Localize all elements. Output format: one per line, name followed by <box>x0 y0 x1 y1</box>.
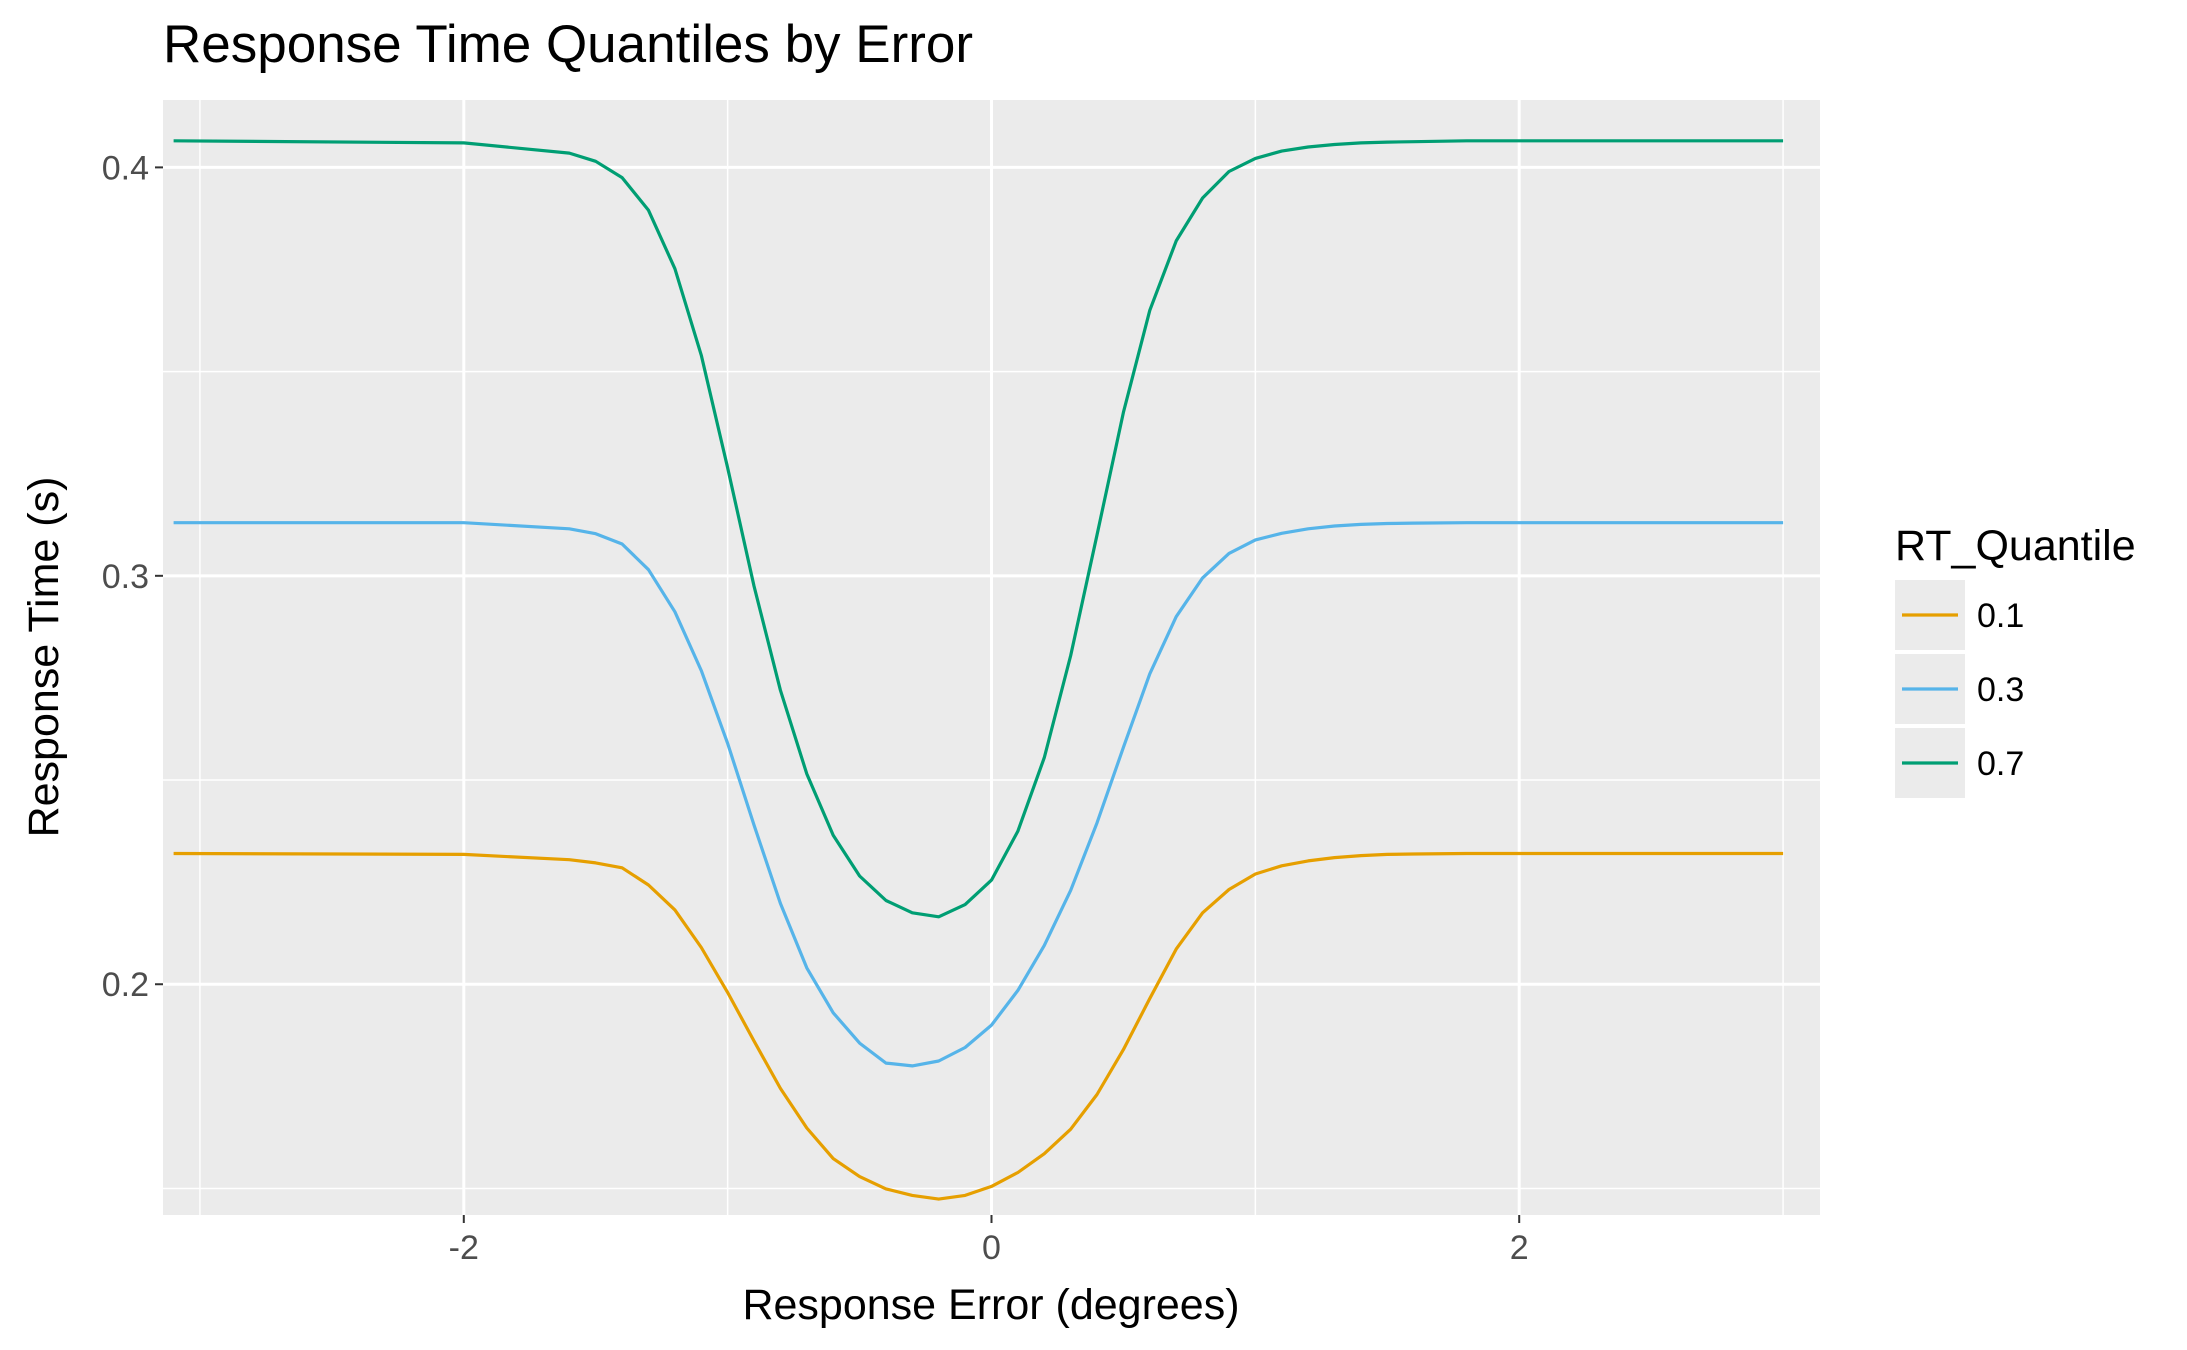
legend-item-0.1: 0.1 <box>1895 580 2024 650</box>
legend-label-0.7: 0.7 <box>1977 745 2024 783</box>
x-tick-label: 0 <box>982 1229 1001 1267</box>
legend: RT_Quantile 0.1 0.3 0.7 <box>1895 522 2136 798</box>
legend-title: RT_Quantile <box>1895 522 2136 570</box>
x-axis-title: Response Error (degrees) <box>742 1281 1239 1329</box>
legend-label-0.3: 0.3 <box>1977 671 2024 709</box>
legend-item-0.7: 0.7 <box>1895 728 2024 798</box>
y-tick-label: 0.2 <box>102 966 149 1004</box>
y-tick-label: 0.3 <box>102 558 149 596</box>
tick-labels: -2 0 2 0.2 0.3 0.4 <box>102 149 1529 1267</box>
series-line-0.7 <box>173 139 1784 919</box>
axis-ticks <box>155 166 1521 1223</box>
major-grid <box>163 100 1820 1215</box>
series-lines <box>173 139 1784 1201</box>
series-line-0.3 <box>173 521 1784 1068</box>
legend-item-0.3: 0.3 <box>1895 654 2024 724</box>
legend-items: 0.1 0.3 0.7 <box>1895 580 2024 798</box>
chart-title: Response Time Quantiles by Error <box>163 15 973 74</box>
x-tick-label: 2 <box>1510 1229 1529 1267</box>
series-line-0.1 <box>173 851 1784 1201</box>
y-tick-label: 0.4 <box>102 149 149 187</box>
x-tick-label: -2 <box>449 1229 479 1267</box>
legend-label-0.1: 0.1 <box>1977 597 2024 635</box>
y-axis-title: Response Time (s) <box>20 477 68 838</box>
